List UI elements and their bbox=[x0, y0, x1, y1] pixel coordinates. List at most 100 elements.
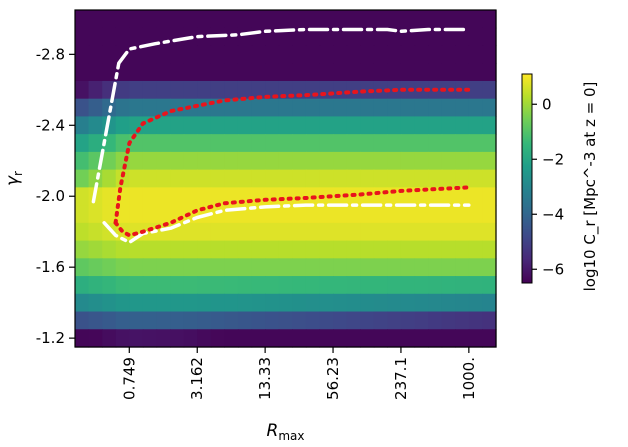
heatmap-cell bbox=[400, 45, 416, 64]
heatmap-cell bbox=[156, 63, 171, 82]
heatmap-cell bbox=[88, 45, 103, 64]
heatmap-cell bbox=[251, 276, 266, 295]
heatmap-cell bbox=[373, 151, 388, 171]
heatmap-cell bbox=[237, 27, 253, 47]
heatmap-cell bbox=[387, 276, 402, 295]
heatmap-cell bbox=[115, 80, 130, 100]
heatmap-cell bbox=[88, 329, 103, 348]
heatmap-cell bbox=[197, 276, 212, 295]
heatmap-cell bbox=[129, 187, 144, 206]
heatmap-cell bbox=[319, 134, 334, 153]
heatmap-cell bbox=[305, 45, 321, 64]
heatmap-cell bbox=[265, 134, 280, 153]
heatmap-cell bbox=[414, 45, 429, 64]
heatmap-cell bbox=[292, 222, 307, 242]
heatmap-cell bbox=[88, 134, 103, 153]
heatmap-cell bbox=[414, 205, 429, 224]
heatmap-cell bbox=[210, 222, 226, 242]
heatmap-cell bbox=[183, 10, 198, 29]
heatmap-cell bbox=[455, 10, 470, 29]
heatmap-cell bbox=[251, 10, 266, 29]
heatmap-cells bbox=[75, 10, 497, 348]
heatmap-cell bbox=[102, 311, 117, 330]
heatmap-cell bbox=[414, 222, 429, 242]
heatmap-cell bbox=[237, 45, 253, 64]
heatmap-cell bbox=[400, 10, 416, 29]
heatmap-cell bbox=[319, 45, 334, 64]
heatmap-cell bbox=[468, 240, 484, 259]
heatmap-cell bbox=[319, 98, 334, 118]
heatmap-cell bbox=[468, 45, 484, 64]
heatmap-cell bbox=[265, 151, 280, 171]
heatmap-cell bbox=[142, 151, 158, 171]
heatmap-cell bbox=[75, 293, 90, 313]
heatmap-cell bbox=[292, 258, 307, 277]
heatmap-cell bbox=[115, 205, 130, 224]
heatmap-cell bbox=[237, 63, 253, 82]
heatmap-cell bbox=[455, 116, 470, 135]
heatmap-cell bbox=[333, 116, 348, 135]
heatmap-cell bbox=[414, 276, 429, 295]
heatmap-cell bbox=[156, 151, 171, 171]
heatmap-cell bbox=[183, 80, 198, 100]
heatmap-cell bbox=[319, 169, 334, 188]
heatmap-cell bbox=[278, 205, 293, 224]
heatmap-cell bbox=[441, 27, 456, 47]
heatmap-cell bbox=[319, 27, 334, 47]
heatmap-cell bbox=[278, 63, 293, 82]
heatmap-cell bbox=[428, 98, 443, 118]
heatmap-cell bbox=[278, 293, 293, 313]
heatmap-cell bbox=[142, 258, 158, 277]
heatmap-cell bbox=[88, 311, 103, 330]
heatmap-cell bbox=[333, 293, 348, 313]
heatmap-cell bbox=[305, 151, 321, 171]
colorbar-tick-label: −2 bbox=[542, 150, 564, 168]
heatmap-cell bbox=[170, 80, 185, 100]
heatmap-cell bbox=[75, 329, 90, 348]
heatmap-cell bbox=[468, 10, 484, 29]
heatmap-cell bbox=[292, 329, 307, 348]
heatmap-cell bbox=[428, 63, 443, 82]
heatmap-cell bbox=[75, 276, 90, 295]
heatmap-cell bbox=[75, 98, 90, 118]
heatmap-cell bbox=[156, 293, 171, 313]
heatmap-cell bbox=[387, 151, 402, 171]
heatmap-cell bbox=[170, 169, 185, 188]
heatmap-cell bbox=[197, 222, 212, 242]
heatmap-cell bbox=[75, 169, 90, 188]
heatmap-cell bbox=[292, 80, 307, 100]
heatmap-cell bbox=[115, 10, 130, 29]
heatmap-cell bbox=[360, 134, 375, 153]
heatmap-cell bbox=[305, 10, 321, 29]
heatmap-cell bbox=[115, 276, 130, 295]
heatmap-cell bbox=[428, 10, 443, 29]
heatmap-cell bbox=[292, 27, 307, 47]
heatmap-cell bbox=[373, 10, 388, 29]
heatmap-cell bbox=[265, 205, 280, 224]
heatmap-cell bbox=[183, 45, 198, 64]
heatmap-cell bbox=[265, 222, 280, 242]
heatmap-cell bbox=[414, 258, 429, 277]
heatmap-cell bbox=[265, 311, 280, 330]
heatmap-cell bbox=[346, 293, 361, 313]
heatmap-cell bbox=[156, 187, 171, 206]
heatmap-cell bbox=[441, 116, 456, 135]
heatmap-cell bbox=[305, 240, 321, 259]
heatmap-cell bbox=[251, 311, 266, 330]
heatmap-cell bbox=[373, 169, 388, 188]
heatmap-cell bbox=[441, 98, 456, 118]
heatmap-cell bbox=[265, 63, 280, 82]
heatmap-cell bbox=[346, 116, 361, 135]
heatmap-cell bbox=[183, 169, 198, 188]
heatmap-cell bbox=[482, 80, 497, 100]
heatmap-cell bbox=[400, 80, 416, 100]
heatmap-cell bbox=[197, 27, 212, 47]
heatmap-cell bbox=[373, 134, 388, 153]
heatmap-cell bbox=[102, 27, 117, 47]
heatmap-cell bbox=[115, 329, 130, 348]
heatmap-cell bbox=[197, 10, 212, 29]
heatmap-cell bbox=[414, 293, 429, 313]
heatmap-cell bbox=[224, 98, 239, 118]
heatmap-cell bbox=[482, 27, 497, 47]
heatmap-cell bbox=[156, 311, 171, 330]
